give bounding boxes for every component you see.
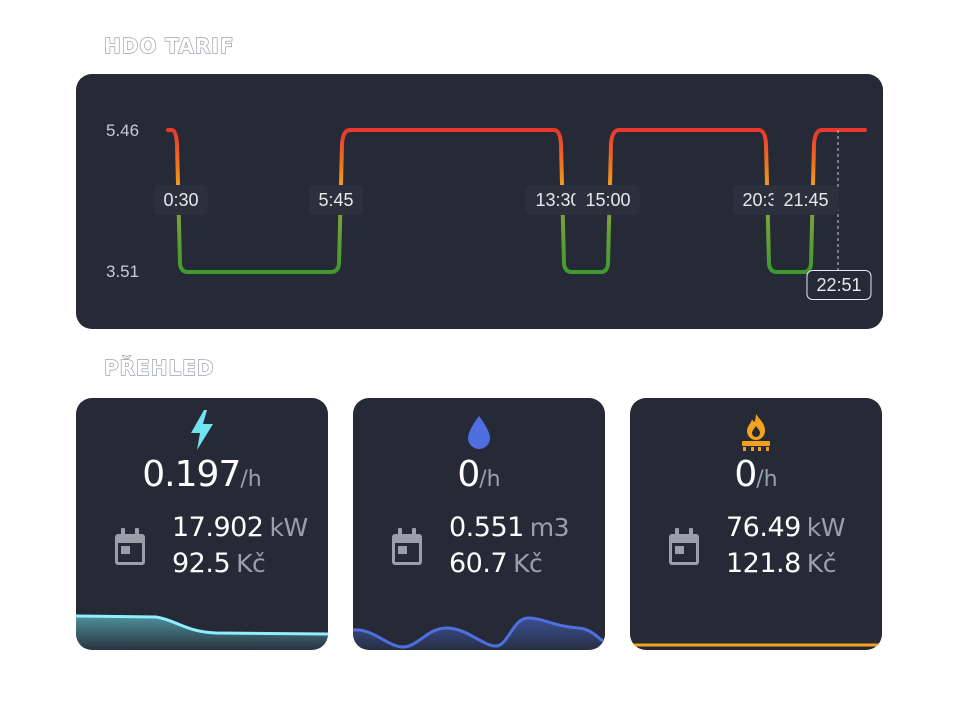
- calendar-icon: [115, 528, 145, 565]
- gas-sparkline: [630, 643, 882, 647]
- electricity-card[interactable]: 0.197/h 17.902 kW 92.5 Kč: [76, 398, 328, 650]
- hdo-tariff-chart: [166, 128, 867, 274]
- hdo-section-title: HDO TARIF: [103, 33, 235, 58]
- water-sparkline: [353, 616, 605, 650]
- switch-time-label: 15:00: [575, 185, 641, 215]
- water-cost: 60.7 Kč: [449, 548, 543, 579]
- hdo-tariff-card[interactable]: 5.46 3.51 0:30 5:45 13:30 15:00 20:30 21…: [76, 74, 883, 329]
- gas-flame-icon: [742, 414, 770, 451]
- y-axis-high-label: 5.46: [106, 121, 140, 140]
- y-axis-low-label: 3.51: [106, 262, 140, 281]
- lightning-icon: [191, 410, 213, 450]
- water-drop-icon: [468, 416, 490, 449]
- gas-rate: 0/h: [734, 454, 778, 495]
- gas-cost: 121.8 Kč: [726, 548, 836, 579]
- switch-time-label: 0:30: [153, 185, 209, 215]
- calendar-icon: [392, 528, 422, 565]
- overview-section-title: PŘEHLED: [103, 355, 215, 380]
- gas-card[interactable]: 0/h 76.49 kW 121.8 Kč: [630, 398, 882, 650]
- electricity-cost: 92.5 Kč: [172, 548, 266, 579]
- electricity-rate: 0.197/h: [142, 454, 262, 495]
- current-time-label: 22:51: [806, 270, 872, 300]
- water-card[interactable]: 0/h 0.551 m3 60.7 Kč: [353, 398, 605, 650]
- switch-time-label: 5:45: [308, 185, 364, 215]
- electricity-sparkline: [76, 614, 328, 650]
- water-rate: 0/h: [457, 454, 501, 495]
- water-consumption: 0.551 m3: [449, 512, 570, 543]
- tariff-line: [166, 128, 867, 274]
- gas-consumption: 76.49 kW: [726, 512, 846, 543]
- electricity-consumption: 17.902 kW: [172, 512, 308, 543]
- calendar-icon: [669, 528, 699, 565]
- switch-time-label: 21:45: [773, 185, 839, 215]
